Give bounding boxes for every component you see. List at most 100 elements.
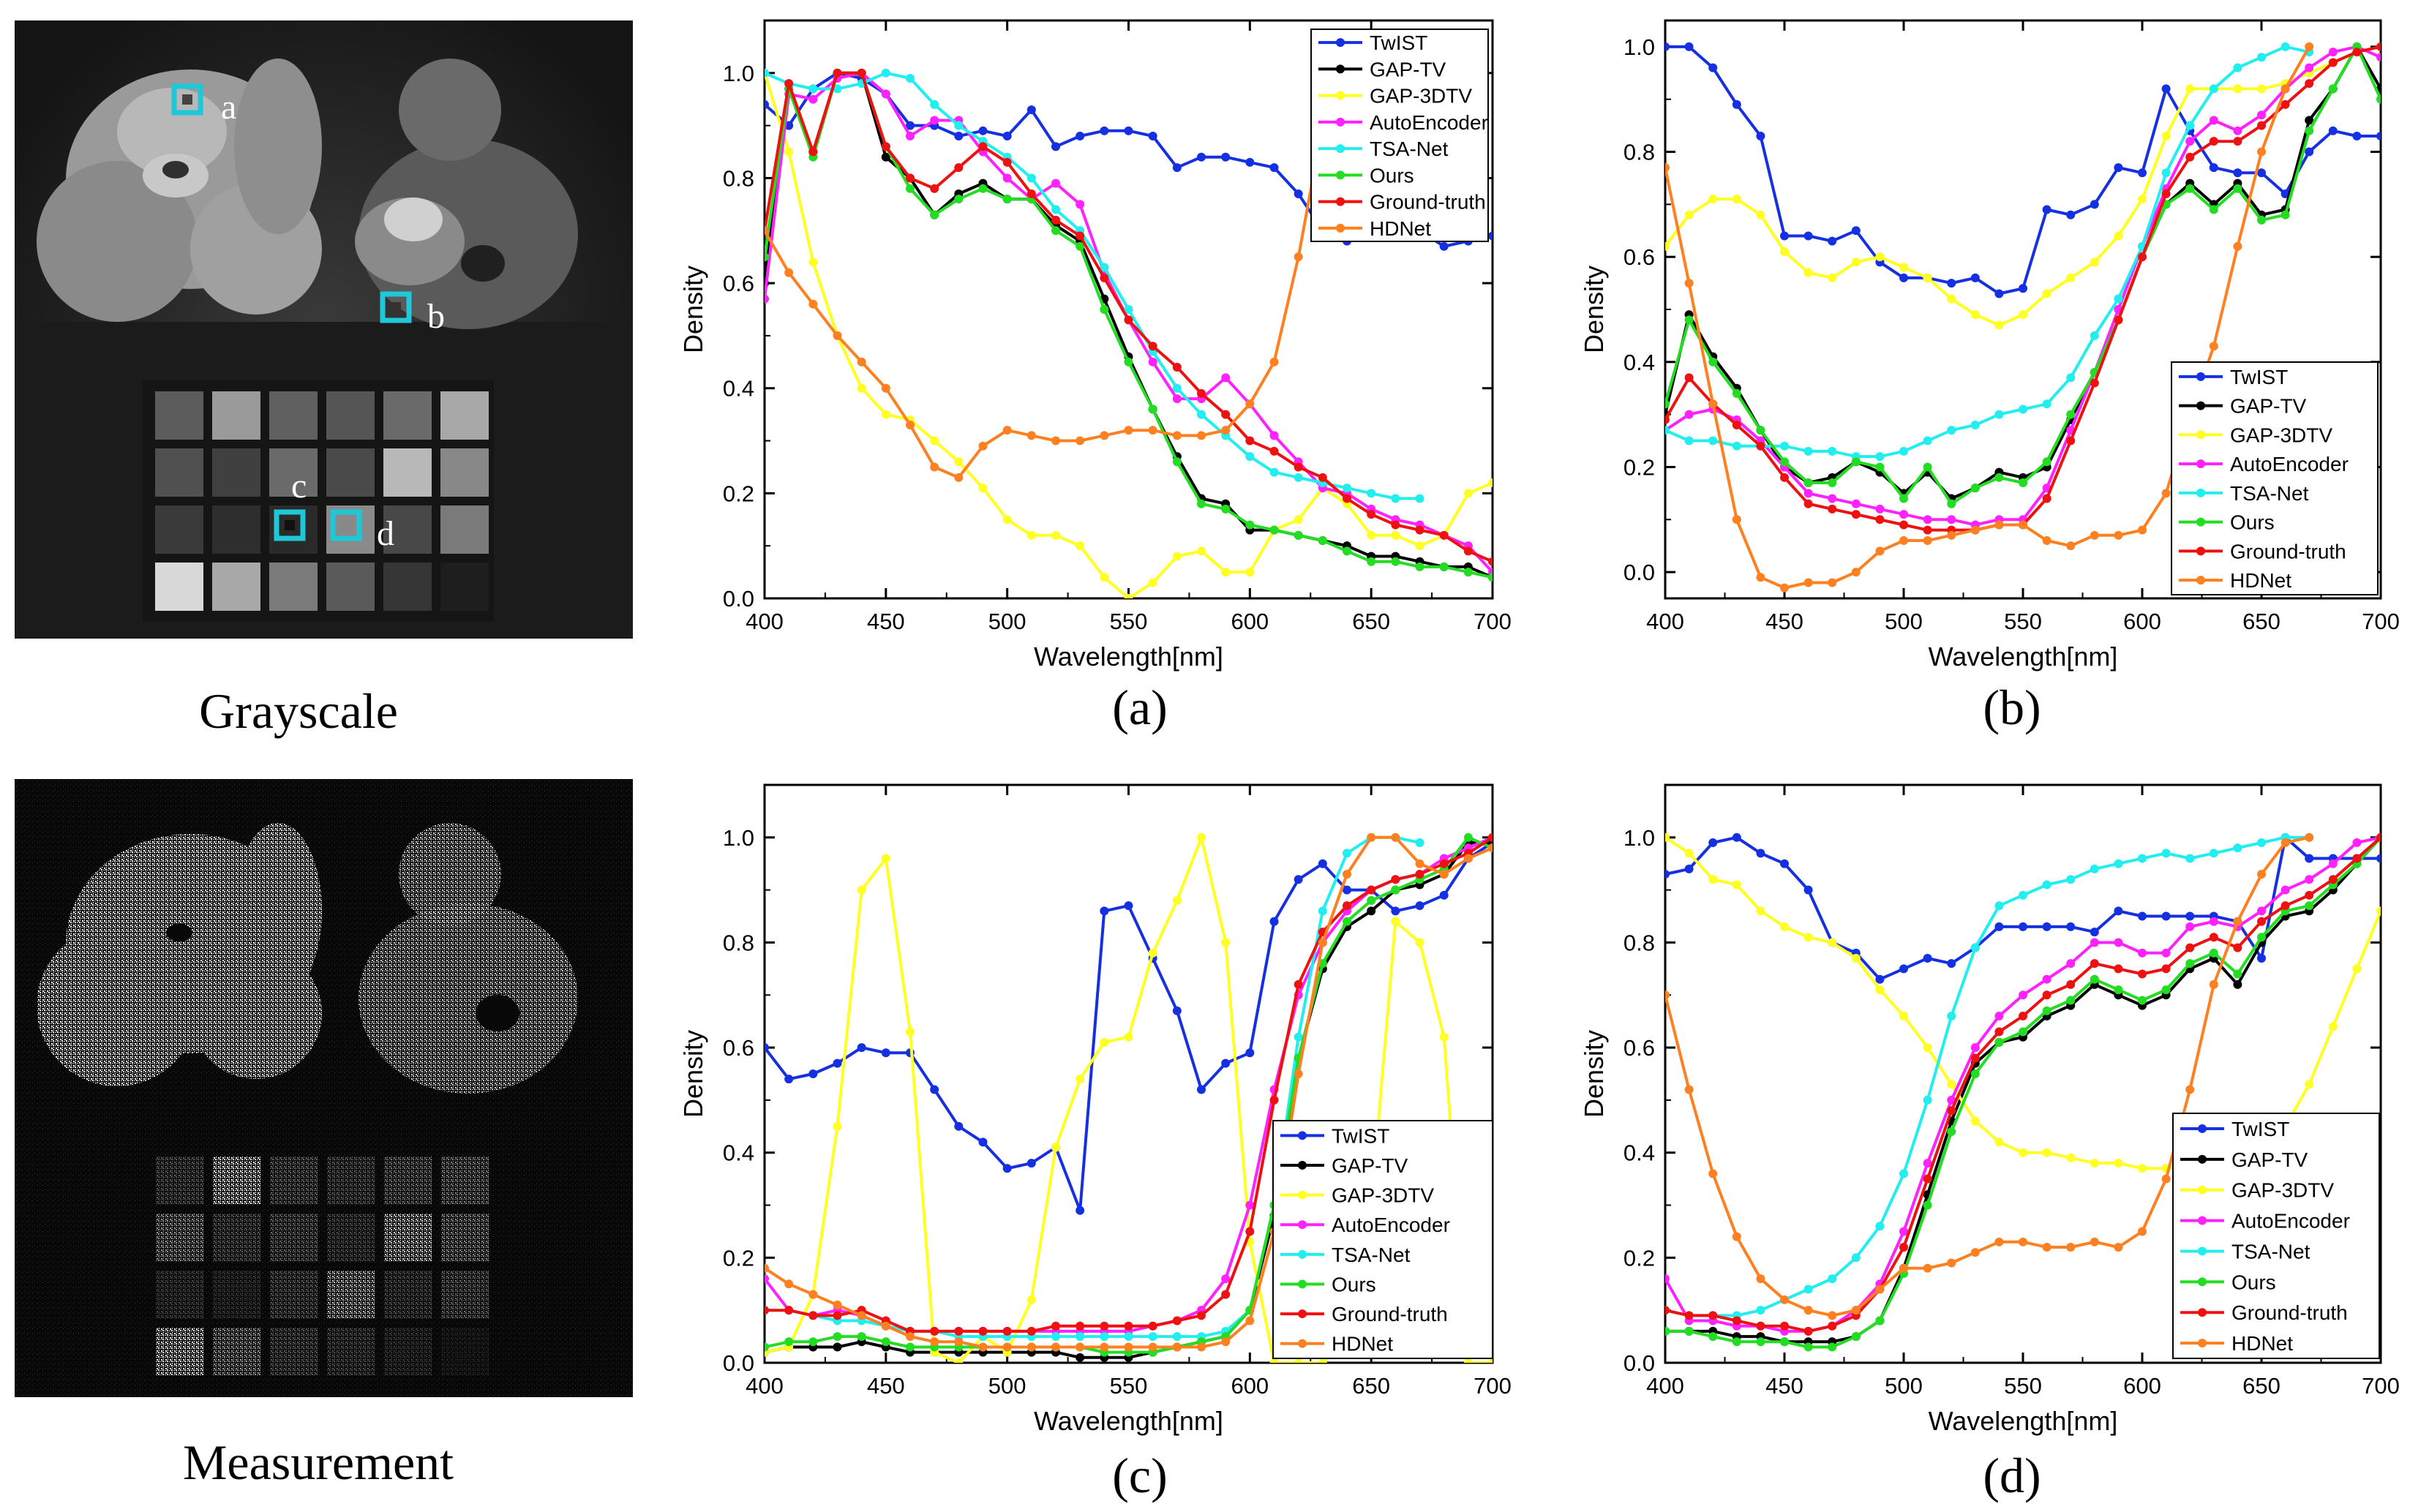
data-point-autoencoder	[1923, 1159, 1932, 1168]
data-point-ground-truth	[1100, 273, 1109, 282]
x-axis-label: Wavelength[nm]	[1929, 1406, 2118, 1436]
series-line-tsa-net	[1665, 835, 2310, 1317]
data-point-ours	[1391, 885, 1400, 895]
data-point-hdnet	[833, 331, 842, 340]
data-point-twist	[1994, 289, 2004, 298]
data-point-ground-truth	[1684, 373, 1694, 383]
data-point-twist	[1803, 231, 1813, 241]
data-point-tsa-net	[2281, 42, 2290, 51]
x-tick-label: 650	[1352, 1373, 1390, 1399]
y-axis-label: Density	[678, 266, 708, 353]
data-point-ours	[1076, 241, 1085, 251]
data-point-ours	[1051, 226, 1060, 236]
y-tick-label: 1.0	[1623, 825, 1655, 851]
data-point-gap-3dtv	[808, 257, 818, 267]
legend-marker	[2196, 546, 2205, 556]
legend-label: TwIST	[1332, 1124, 1389, 1147]
measurement-patch	[212, 1270, 260, 1318]
data-point-ours	[1269, 525, 1279, 535]
checker-patch	[383, 563, 432, 611]
measurement-patch	[326, 1213, 375, 1261]
data-point-autoencoder	[930, 116, 939, 125]
data-point-tsa-net	[1803, 446, 1813, 456]
data-point-ground-truth	[1665, 415, 1670, 424]
data-point-ground-truth	[954, 163, 964, 173]
x-tick-label: 600	[1231, 609, 1269, 634]
data-point-autoencoder	[2257, 906, 2266, 916]
series-layer	[1665, 42, 2381, 593]
data-point-ground-truth	[1026, 189, 1036, 198]
data-point-twist	[2376, 854, 2381, 863]
legend-marker	[2198, 1339, 2207, 1348]
data-point-ground-truth	[1148, 342, 1157, 351]
x-tick-label: 400	[746, 609, 784, 634]
data-point-twist	[1197, 152, 1206, 162]
data-point-tsa-net	[2019, 405, 2027, 414]
measurement-patch	[269, 1270, 318, 1318]
data-point-twist	[954, 132, 964, 140]
checker-patch	[383, 448, 432, 497]
data-point-ours	[1221, 504, 1231, 514]
data-point-gap-3dtv	[2138, 195, 2147, 204]
data-point-ground-truth	[1197, 388, 1206, 398]
data-point-autoencoder	[1851, 499, 1861, 508]
data-point-ours	[2281, 210, 2290, 219]
data-point-ground-truth	[978, 1326, 988, 1336]
data-point-ground-truth	[1172, 363, 1182, 372]
data-point-ours	[765, 252, 769, 262]
data-point-hdnet	[1463, 854, 1473, 863]
data-point-ours	[2161, 985, 2171, 995]
data-point-tsa-net	[1343, 484, 1351, 493]
data-point-ours	[1367, 896, 1376, 905]
chart-panel-a: 400 450 500 550 600 650 700 0.0 0.2 0.4 0.6 0.8 1.0 W…	[678, 19, 1512, 735]
data-point-gap-3dtv	[2066, 1153, 2076, 1162]
data-point-ours	[2209, 948, 2218, 958]
data-point-tsa-net	[1828, 446, 1837, 456]
data-point-ground-truth	[2138, 969, 2147, 979]
data-point-ground-truth	[2090, 959, 2099, 968]
data-point-tsa-net	[2114, 294, 2123, 304]
data-point-ground-truth	[784, 1306, 794, 1315]
legend-marker	[1336, 197, 1345, 206]
y-tick-label: 1.0	[1623, 34, 1655, 60]
data-point-hdnet	[954, 473, 964, 482]
data-point-twist	[2042, 205, 2051, 214]
data-point-twist	[1756, 849, 1765, 858]
data-point-ground-truth	[1221, 1290, 1231, 1299]
data-point-hdnet	[1923, 536, 1932, 545]
data-point-twist	[2376, 132, 2381, 140]
data-point-twist	[857, 1043, 866, 1053]
x-axis-label: Wavelength[nm]	[1929, 642, 2118, 672]
data-point-ours	[906, 1342, 915, 1352]
series-line-twist	[1665, 45, 2381, 296]
data-point-twist	[1294, 189, 1303, 198]
data-point-gap-3dtv	[1732, 880, 1741, 889]
data-point-tsa-net	[2042, 880, 2051, 889]
data-point-autoencoder	[1269, 431, 1279, 440]
data-point-hdnet	[1294, 252, 1303, 262]
y-tick-label: 1.0	[723, 825, 754, 851]
data-point-hdnet	[2209, 342, 2218, 351]
data-point-ours	[784, 1337, 794, 1347]
data-point-ground-truth	[2209, 933, 2218, 942]
data-point-gap-3dtv	[1172, 896, 1182, 905]
data-point-twist	[930, 1085, 939, 1094]
data-point-ours	[1488, 573, 1493, 582]
measurement-caption: Measurement	[183, 1434, 454, 1490]
y-tick-label: 0.0	[723, 586, 754, 612]
data-point-hdnet	[1367, 832, 1376, 842]
data-point-gap-3dtv	[1051, 530, 1060, 540]
data-point-ground-truth	[1269, 1095, 1279, 1105]
data-point-hdnet	[1756, 1274, 1765, 1284]
data-point-tsa-net	[930, 99, 939, 109]
checker-patch	[440, 448, 489, 497]
data-point-twist	[954, 1121, 964, 1131]
data-point-gap-3dtv	[2352, 964, 2362, 974]
data-point-gap-3dtv	[2305, 1080, 2314, 1089]
data-point-ground-truth	[2019, 1012, 2027, 1020]
data-point-ours	[2376, 94, 2381, 104]
legend-box	[1272, 1120, 1493, 1359]
data-point-autoencoder	[1994, 1012, 2004, 1020]
data-point-autoencoder	[1002, 173, 1012, 183]
data-point-gap-3dtv	[881, 854, 890, 863]
